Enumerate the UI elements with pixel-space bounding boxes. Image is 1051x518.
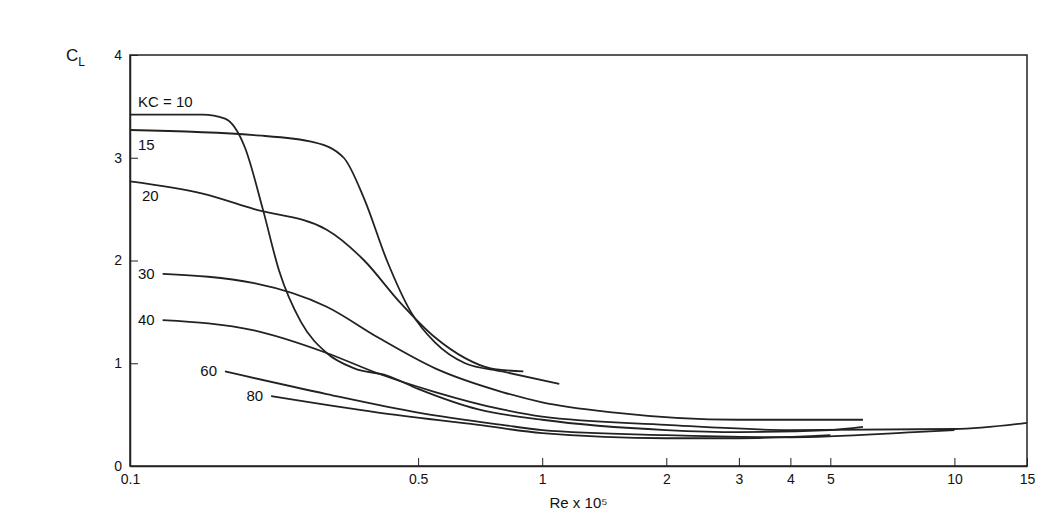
tick-mark	[830, 458, 831, 466]
tick-mark	[130, 158, 138, 159]
tick-label: 1	[114, 355, 122, 371]
tick-label: 4	[114, 47, 122, 63]
tick: 4	[787, 458, 795, 487]
plot: 0.1 0.5 1 2 3 4 5 10 15 0 1 2 3 4 KC = 10 15 20 30 40 60 80	[114, 47, 1035, 487]
tick-label: 0.5	[409, 471, 429, 487]
curve-label: 80	[246, 387, 263, 404]
tick: 2	[663, 458, 671, 487]
tick-label: 2	[663, 471, 671, 487]
tick-mark	[790, 458, 791, 466]
curve	[163, 274, 863, 420]
tick-mark	[130, 363, 138, 364]
tick: 0.5	[409, 458, 429, 487]
tick-mark	[1027, 458, 1028, 466]
tick-label: 0	[114, 458, 122, 474]
tick-mark	[130, 55, 138, 56]
tick: 1	[114, 355, 138, 371]
curve	[130, 115, 863, 432]
chart-root: 0.1 0.5 1 2 3 4 5 10 15 0 1 2 3 4 KC = 10 15 20 30 40 60 80 R…	[0, 0, 1051, 518]
x-axis-title: Re x 10⁵	[550, 494, 608, 511]
tick-mark	[954, 458, 955, 466]
curve-label: 15	[138, 136, 155, 153]
tick-label: 0.1	[121, 471, 141, 487]
curve-label: 20	[142, 187, 159, 204]
tick-mark	[130, 466, 138, 467]
curve	[225, 371, 954, 437]
y-axis: 0 1 2 3 4	[114, 47, 138, 474]
tick-label: 1	[539, 471, 547, 487]
tick-label: 4	[787, 471, 795, 487]
curve-label: KC = 10	[138, 93, 193, 110]
curve-label: 40	[138, 311, 155, 328]
tick: 0	[114, 458, 138, 474]
tick-mark	[130, 261, 138, 262]
tick-label: 3	[114, 150, 122, 166]
lines	[130, 115, 1027, 439]
tick-label: 15	[1020, 471, 1036, 487]
tick-mark	[542, 458, 543, 466]
curve-label: 30	[138, 265, 155, 282]
tick: 2	[114, 252, 138, 268]
tick-label: 3	[735, 471, 743, 487]
tick: 3	[114, 150, 138, 166]
curve	[130, 130, 559, 384]
curve	[130, 181, 523, 371]
curve	[163, 320, 1027, 430]
curve-label: 60	[200, 362, 217, 379]
curve-labels: KC = 10 15 20 30 40 60 80	[138, 93, 263, 405]
curve	[271, 396, 830, 438]
tick-label: 5	[827, 471, 835, 487]
tick: 15	[1020, 458, 1036, 487]
tick: 3	[735, 458, 743, 487]
y-axis-title: CL	[66, 46, 85, 69]
tick-label: 2	[114, 252, 122, 268]
axis-line	[131, 466, 1028, 468]
tick-mark	[666, 458, 667, 466]
x-axis: 0.1 0.5 1 2 3 4 5 10 15	[121, 458, 1036, 487]
tick: 4	[114, 47, 138, 63]
tick: 5	[827, 458, 835, 487]
tick-mark	[739, 458, 740, 466]
plot-frame	[130, 55, 1027, 466]
tick: 1	[539, 458, 547, 487]
tick: 10	[947, 458, 963, 487]
tick-label: 10	[947, 471, 963, 487]
tick-mark	[418, 458, 419, 466]
